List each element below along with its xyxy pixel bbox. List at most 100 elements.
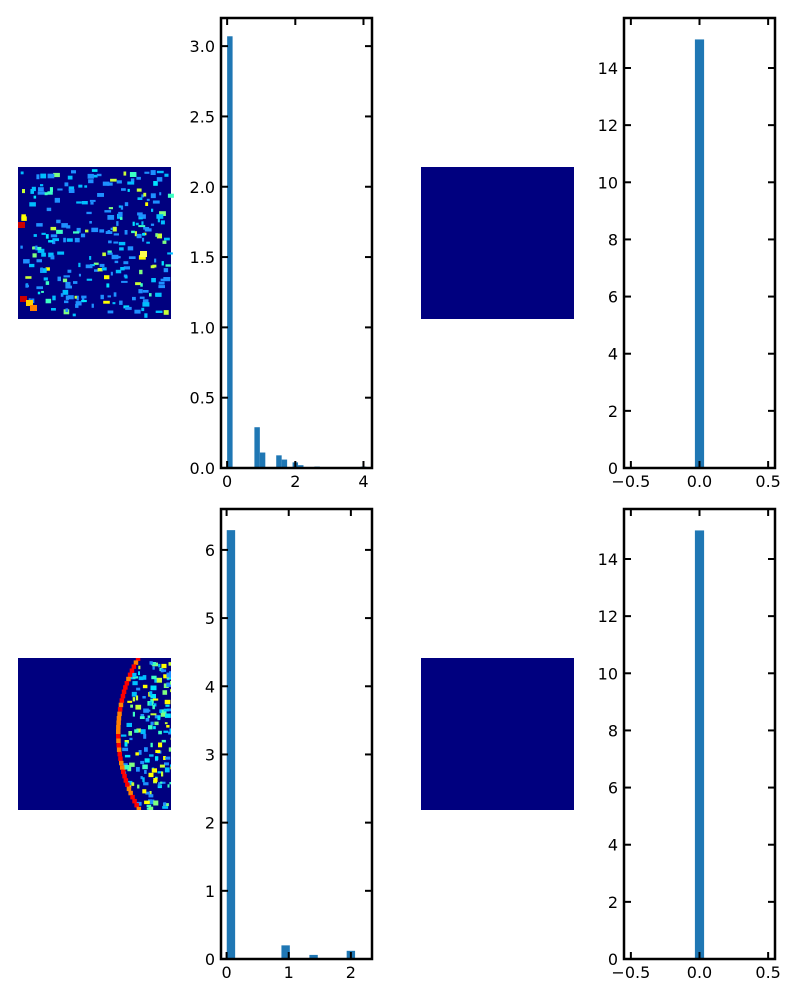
heatmap-speck	[164, 699, 171, 705]
heatmap-speck	[155, 756, 159, 760]
heatmap-speck	[166, 672, 171, 678]
heatmap-image-bottom-left	[18, 658, 171, 810]
heatmap-speck	[89, 221, 92, 224]
heatmap-speck	[134, 729, 139, 733]
histogram-top-left: 0 2 4 0.0 0.5 1.0 1.5 2.0 2.5 3.0	[190, 16, 374, 491]
heatmap-speck	[140, 714, 145, 719]
y-tick-label: 12	[598, 116, 618, 135]
heatmap-speck	[160, 278, 166, 281]
heatmap-speck	[141, 307, 145, 312]
heatmap-arc-speck	[128, 790, 133, 796]
heatmap-speck	[138, 750, 142, 755]
heatmap-speck	[99, 263, 105, 267]
y-tick-label: 2	[205, 814, 215, 833]
heatmap-speck	[140, 776, 143, 780]
x-tick-label: 0.0	[687, 472, 712, 491]
heatmap-speck	[31, 186, 36, 192]
heatmap-speck	[93, 262, 99, 265]
heatmap-arc-speck	[123, 778, 129, 783]
heatmap-speck	[120, 734, 127, 737]
heatmap-speck	[155, 293, 160, 296]
heatmap-speck	[149, 799, 155, 805]
heatmap-speck	[119, 247, 124, 251]
heatmap-speck	[144, 747, 148, 752]
heatmap-speck	[152, 705, 155, 710]
heatmap-speck	[150, 694, 156, 699]
heatmap-speck	[57, 188, 63, 191]
heatmap-speck	[136, 728, 141, 733]
heatmap-speck	[80, 233, 86, 238]
heatmap-speck	[67, 269, 72, 273]
heatmap-speck	[118, 211, 123, 217]
heatmap-speck	[113, 233, 119, 236]
y-tick-label: 4	[205, 677, 215, 696]
heatmap-speck	[134, 309, 141, 314]
heatmap-speck	[51, 308, 56, 311]
histogram-bar	[694, 530, 705, 959]
heatmap-arc-speck	[131, 664, 137, 669]
heatmap-speck	[124, 230, 128, 235]
heatmap-speck	[92, 174, 98, 178]
heatmap-speck	[134, 231, 137, 237]
heatmap-speck	[89, 256, 92, 260]
heatmap-speck	[152, 264, 157, 268]
heatmap-arc-speck	[117, 707, 123, 712]
heatmap-speck	[115, 269, 122, 274]
heatmap-speck	[151, 768, 157, 773]
heatmap-speck	[159, 192, 162, 196]
heatmap-speck	[129, 762, 135, 767]
y-tick-label: 1.0	[190, 318, 215, 337]
histogram-top-right: −0.5 0.0 0.5 0 2 4 6 8 10 12 14	[598, 16, 781, 491]
heatmap-speck	[166, 677, 171, 680]
heatmap-speck	[132, 296, 136, 301]
heatmap-speck	[150, 721, 154, 726]
heatmap-speck	[108, 240, 112, 244]
heatmap-speck	[26, 300, 33, 306]
heatmap-speck	[150, 713, 157, 716]
heatmap-speck	[135, 222, 139, 226]
heatmap-speck	[76, 295, 79, 301]
heatmap-speck	[136, 233, 142, 239]
heatmap-speck	[138, 665, 141, 670]
heatmap-speck	[129, 676, 136, 680]
x-tick-label: 0.0	[687, 963, 712, 982]
heatmap-speck	[160, 712, 166, 717]
heatmap-speck	[136, 767, 140, 772]
heatmap-speck	[149, 661, 153, 665]
heatmap-speck	[157, 217, 160, 223]
heatmap-speck	[161, 663, 167, 669]
heatmap-speck	[50, 226, 57, 231]
heatmap-speck	[99, 229, 105, 233]
heatmap-speck	[71, 170, 76, 174]
x-tick-label: −0.5	[611, 472, 650, 491]
histogram-bar	[226, 530, 236, 959]
heatmap-speck	[138, 255, 146, 260]
heatmap-image-top-right	[421, 167, 574, 319]
heatmap-speck	[123, 765, 130, 770]
y-tick-label: 10	[598, 664, 618, 683]
heatmap-speck	[61, 223, 68, 228]
heatmap-speck	[53, 172, 60, 178]
heatmap-speck	[156, 170, 164, 174]
heatmap-speck	[149, 701, 152, 706]
heatmap-speck	[97, 268, 103, 272]
heatmap-speck	[161, 739, 166, 743]
heatmap-speck	[102, 181, 110, 186]
y-tick-label: 0	[608, 459, 618, 478]
heatmap-arc-speck	[127, 672, 133, 678]
heatmap-arc-speck	[126, 676, 131, 682]
heatmap-arc-speck	[126, 786, 132, 792]
y-tick-label: 0.0	[190, 459, 215, 478]
heatmap-speck	[163, 708, 169, 712]
heatmap-speck	[90, 201, 94, 205]
heatmap-speck	[120, 217, 123, 220]
y-tick-label: 0.5	[190, 389, 215, 408]
heatmap-speck	[153, 800, 159, 806]
heatmap-speck	[123, 171, 127, 176]
heatmap-speck	[153, 703, 157, 707]
heatmap-speck	[103, 300, 110, 304]
heatmap-speck	[154, 678, 158, 683]
heatmap-speck	[112, 226, 117, 232]
heatmap-speck	[32, 253, 37, 258]
heatmap-speck	[142, 789, 147, 794]
